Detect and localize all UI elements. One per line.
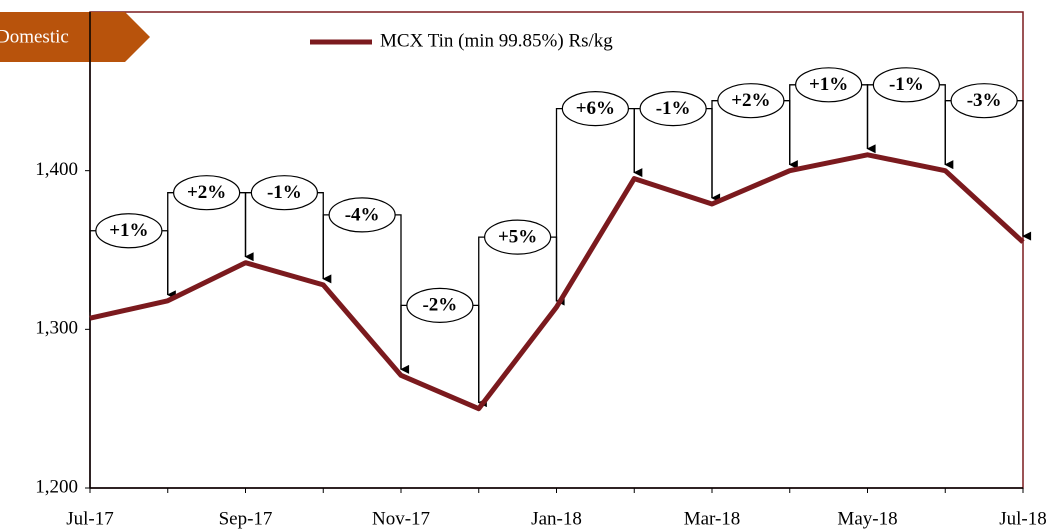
- series-line: [89, 152, 1025, 412]
- annotation-bubble: [717, 83, 785, 119]
- annotation-label: -2%: [422, 295, 457, 316]
- annotation-label: -1%: [267, 182, 302, 203]
- annotation-label: +5%: [498, 226, 537, 247]
- x-tick-label: Jan-18: [531, 508, 582, 529]
- annotation-label: +2%: [731, 90, 770, 111]
- annotation-bracket: [944, 100, 1032, 241]
- annotation-label: +1%: [809, 74, 848, 95]
- annotation-label: +6%: [576, 98, 615, 119]
- x-tick-label: Nov-17: [372, 508, 430, 529]
- x-tick-label: Jul-18: [999, 508, 1047, 529]
- annotation-bubble: [250, 175, 318, 211]
- y-tick-label: 1,300: [35, 318, 78, 339]
- annotation-label: -1%: [656, 98, 691, 119]
- legend-label: MCX Tin (min 99.85%) Rs/kg: [380, 30, 613, 51]
- annotation-label: -1%: [889, 74, 924, 95]
- x-tick-label: Jul-17: [66, 508, 114, 529]
- x-tick-label: Mar-18: [684, 508, 741, 529]
- banner-shape: [0, 12, 150, 62]
- annotation-label: -3%: [967, 90, 1002, 111]
- annotation-bracket: [322, 214, 410, 374]
- y-tick-label: 1,200: [35, 476, 78, 497]
- annotation-bracket: [555, 107, 643, 302]
- annotation-bubble: [561, 90, 629, 127]
- annotation-label: +2%: [187, 182, 226, 203]
- annotation-label: +1%: [109, 220, 148, 241]
- annotation-bubble: [872, 67, 940, 103]
- annotation-bubble: [95, 213, 163, 249]
- annotation-label: -4%: [345, 204, 380, 225]
- annotation-bubble: [795, 67, 863, 103]
- x-tick-label: May-18: [837, 508, 897, 529]
- x-tick-label: Sep-17: [219, 508, 273, 529]
- annotation-bubble: [950, 83, 1018, 119]
- banner-text: Domestic: [0, 26, 69, 47]
- annotation-bubble: [328, 197, 396, 233]
- annotation-bubble: [484, 219, 552, 255]
- annotation-bubble: [173, 175, 241, 211]
- y-tick-label: 1,400: [35, 159, 78, 180]
- annotation-bubble: [639, 90, 707, 127]
- annotation-bubble: [406, 287, 474, 323]
